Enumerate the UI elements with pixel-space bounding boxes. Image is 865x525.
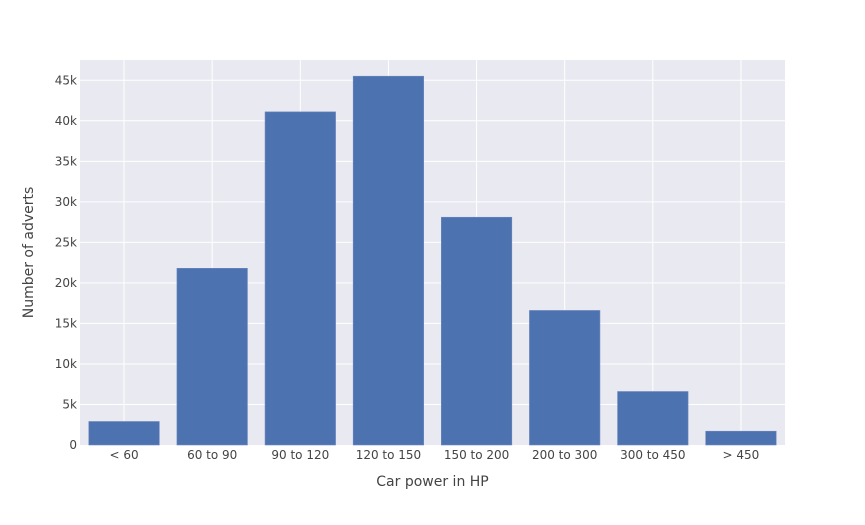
bar[interactable] (705, 430, 777, 446)
x-tick-label: > 450 (723, 448, 760, 462)
bar[interactable] (529, 310, 601, 446)
bar[interactable] (441, 216, 513, 446)
y-tick-label: 15k (55, 316, 77, 330)
y-tick-label: 10k (55, 357, 77, 371)
y-tick-label: 25k (55, 235, 77, 249)
x-axis-ticks: < 60 60 to 90 90 to 120 120 to 150 150 to 20… (109, 448, 759, 462)
y-tick-label: 30k (55, 195, 77, 209)
bars (88, 75, 777, 446)
x-tick-label: 60 to 90 (187, 448, 237, 462)
bar[interactable] (176, 268, 248, 446)
x-tick-label: 90 to 120 (271, 448, 329, 462)
x-tick-label: < 60 (109, 448, 138, 462)
y-tick-label: 0 (69, 438, 77, 452)
y-tick-label: 45k (55, 73, 77, 87)
y-axis-title: Number of adverts (21, 187, 37, 319)
bar[interactable] (264, 111, 336, 446)
x-tick-label: 150 to 200 (444, 448, 509, 462)
y-axis-ticks: 0 5k 10k 15k 20k 25k 30k 35k 40k 45k (55, 73, 77, 452)
y-tick-label: 5k (62, 397, 77, 411)
x-tick-label: 120 to 150 (356, 448, 421, 462)
x-axis-title: Car power in HP (376, 474, 488, 490)
bar[interactable] (617, 391, 689, 446)
y-tick-label: 40k (55, 114, 77, 128)
x-tick-label: 300 to 450 (620, 448, 685, 462)
y-tick-label: 20k (55, 276, 77, 290)
y-tick-label: 35k (55, 154, 77, 168)
bar[interactable] (88, 421, 160, 446)
bar[interactable] (352, 75, 424, 446)
x-tick-label: 200 to 300 (532, 448, 597, 462)
